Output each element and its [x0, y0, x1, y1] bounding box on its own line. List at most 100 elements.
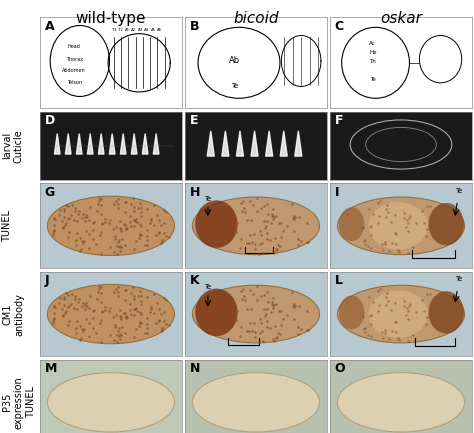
Text: D: D [45, 114, 55, 127]
Point [375, 301, 383, 308]
Point [388, 306, 395, 313]
Text: TUNEL: TUNEL [2, 210, 12, 242]
Point [391, 230, 399, 237]
Point [97, 289, 104, 296]
Point [427, 202, 434, 209]
Point [277, 220, 285, 226]
Point [291, 301, 298, 307]
Point [99, 309, 106, 316]
Point [269, 335, 276, 342]
Point [365, 294, 373, 301]
Point [294, 242, 302, 249]
Point [61, 302, 68, 309]
Point [79, 239, 87, 246]
Point [114, 205, 122, 212]
Point [406, 213, 413, 220]
Point [246, 231, 254, 238]
Point [137, 287, 144, 294]
Point [111, 233, 119, 240]
Point [283, 311, 291, 318]
Point [114, 284, 122, 291]
Point [85, 333, 92, 339]
Text: Th: Th [369, 59, 376, 64]
Point [130, 334, 138, 341]
Point [403, 216, 410, 223]
Point [247, 217, 255, 224]
Point [274, 330, 282, 337]
Point [427, 291, 434, 297]
Point [128, 310, 135, 317]
Point [49, 229, 57, 236]
Point [59, 311, 66, 318]
Point [152, 232, 159, 239]
Polygon shape [295, 131, 302, 156]
Point [402, 223, 410, 230]
Point [249, 290, 257, 297]
Point [50, 232, 57, 239]
Point [276, 242, 283, 249]
Text: A3: A3 [138, 28, 143, 32]
Point [359, 313, 367, 320]
Point [64, 291, 72, 298]
Point [76, 296, 83, 303]
Point [388, 327, 395, 334]
Point [70, 304, 77, 311]
Point [124, 225, 131, 232]
Point [74, 298, 82, 305]
Polygon shape [265, 131, 273, 156]
Point [63, 290, 70, 297]
Point [98, 317, 105, 324]
Point [158, 327, 165, 334]
Point [82, 300, 90, 307]
Point [60, 207, 67, 214]
Point [238, 207, 246, 214]
Point [64, 304, 72, 310]
Point [120, 221, 128, 228]
Point [288, 200, 296, 207]
Point [73, 217, 80, 224]
Point [419, 308, 427, 315]
Point [127, 306, 134, 313]
Point [424, 290, 431, 297]
Point [246, 320, 254, 326]
Point [137, 209, 145, 216]
Point [160, 308, 168, 315]
Point [113, 339, 121, 346]
Point [289, 303, 297, 310]
Point [392, 230, 400, 237]
Point [130, 217, 137, 224]
Point [133, 219, 141, 226]
Point [160, 220, 168, 227]
Point [59, 313, 67, 320]
Text: He: He [369, 50, 376, 55]
Point [406, 301, 413, 307]
Point [379, 334, 386, 341]
Point [127, 218, 134, 225]
Point [424, 202, 431, 209]
Point [130, 223, 137, 230]
Polygon shape [109, 134, 115, 154]
Text: Head: Head [68, 44, 81, 49]
Point [261, 224, 269, 231]
Ellipse shape [419, 36, 462, 83]
Point [268, 210, 276, 217]
Point [115, 332, 123, 339]
Point [247, 305, 255, 312]
Point [381, 238, 389, 245]
Point [51, 216, 58, 223]
Point [79, 299, 87, 306]
Point [383, 213, 390, 220]
Point [419, 220, 427, 227]
Point [379, 246, 386, 253]
Point [137, 292, 145, 299]
Point [157, 222, 165, 229]
Point [77, 246, 84, 253]
Point [79, 326, 86, 333]
Text: C: C [335, 20, 344, 33]
Point [384, 297, 392, 304]
Point [263, 223, 270, 229]
Point [130, 295, 138, 302]
Point [114, 327, 122, 334]
Point [251, 246, 258, 252]
Point [131, 305, 138, 312]
